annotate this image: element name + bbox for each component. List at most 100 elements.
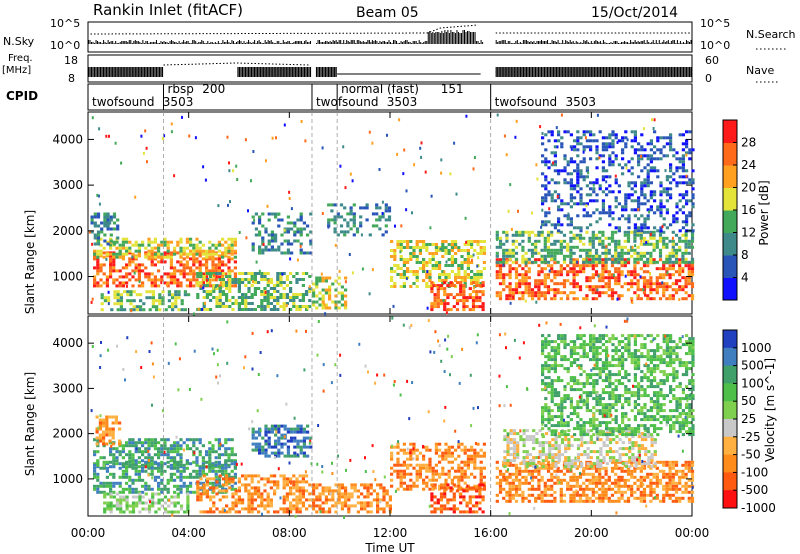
data-cell	[182, 246, 186, 250]
data-cell	[353, 504, 357, 508]
data-cell	[566, 202, 570, 206]
data-cell	[196, 492, 200, 496]
data-cell	[99, 484, 103, 488]
data-cell	[95, 427, 99, 431]
data-cell	[105, 484, 109, 488]
nsky-tick-high: 10^5	[50, 17, 80, 30]
data-cell	[109, 504, 113, 508]
data-cell	[125, 472, 129, 476]
data-cell	[685, 202, 689, 206]
data-cell	[661, 281, 664, 285]
data-cell	[118, 484, 122, 488]
data-cell	[573, 196, 577, 200]
data-cell	[543, 291, 547, 295]
data-cell	[521, 273, 525, 277]
data-cell	[228, 299, 232, 302]
data-cell	[153, 284, 157, 288]
data-cell	[134, 266, 138, 270]
data-cell	[211, 484, 215, 488]
data-cell	[687, 282, 691, 286]
data-cell	[131, 510, 136, 514]
data-cell	[601, 267, 605, 271]
data-cell	[145, 146, 148, 150]
data-cell	[579, 142, 583, 146]
data-cell	[217, 444, 221, 448]
data-cell	[131, 453, 135, 457]
data-cell	[449, 281, 453, 285]
data-cell	[687, 242, 691, 246]
data-cell	[658, 236, 663, 240]
data-cell	[301, 278, 305, 281]
data-cell	[617, 267, 621, 271]
data-cell	[349, 218, 353, 222]
data-cell	[315, 510, 319, 514]
data-cell	[462, 284, 466, 288]
data-cell	[283, 230, 287, 234]
data-cell	[93, 215, 97, 219]
data-cell	[514, 251, 519, 255]
data-cell	[470, 276, 474, 279]
data-cell	[678, 270, 682, 274]
data-cell	[131, 490, 135, 494]
data-cell	[189, 490, 193, 494]
data-cell	[295, 308, 299, 311]
data-cell	[144, 481, 148, 485]
data-cell	[637, 160, 641, 164]
data-cell	[296, 439, 300, 443]
data-cell	[106, 504, 110, 508]
data-cell	[598, 154, 602, 158]
data-cell	[665, 282, 669, 286]
data-cell	[381, 200, 384, 204]
data-cell	[626, 261, 631, 265]
data-cell	[109, 484, 113, 488]
data-cell	[263, 275, 267, 278]
data-cell	[260, 305, 264, 308]
data-cell	[118, 439, 122, 443]
data-cell	[420, 155, 423, 159]
data-cell	[665, 254, 669, 258]
data-cell	[173, 447, 177, 451]
data-cell	[349, 209, 353, 213]
data-cell	[643, 193, 647, 197]
data-cell	[553, 282, 557, 286]
data-cell	[384, 206, 388, 210]
data-cell	[302, 454, 306, 458]
data-cell	[125, 481, 129, 485]
data-cell	[233, 284, 237, 288]
data-cell	[575, 233, 579, 237]
data-cell	[211, 249, 215, 253]
data-cell	[569, 157, 573, 161]
data-cell	[225, 305, 229, 308]
data-cell	[569, 217, 573, 221]
data-cell	[305, 290, 309, 293]
data-cell	[646, 297, 650, 301]
data-cell	[429, 226, 432, 230]
data-cell	[365, 206, 369, 210]
data-cell	[151, 498, 155, 502]
data-cell	[292, 275, 296, 278]
data-cell	[587, 171, 590, 175]
data-cell	[585, 230, 589, 234]
data-cell	[656, 208, 660, 212]
data-cell	[685, 190, 689, 194]
data-cell	[445, 311, 448, 315]
data-cell	[626, 257, 631, 261]
data-cell	[221, 472, 225, 476]
data-cell	[253, 486, 257, 490]
data-cell	[439, 302, 444, 306]
data-cell	[258, 251, 262, 255]
data-cell	[534, 294, 538, 298]
data-cell	[434, 246, 438, 249]
data-cell	[231, 507, 235, 511]
data-cell	[305, 272, 309, 275]
data-cell	[299, 230, 303, 234]
data-cell	[530, 291, 535, 295]
data-cell	[396, 264, 400, 267]
data-cell	[592, 187, 596, 191]
data-cell	[292, 504, 296, 508]
data-cell	[336, 212, 340, 216]
data-cell	[582, 264, 586, 268]
data-cell	[138, 498, 142, 502]
data-cell	[96, 266, 100, 270]
data-cell	[637, 229, 641, 233]
